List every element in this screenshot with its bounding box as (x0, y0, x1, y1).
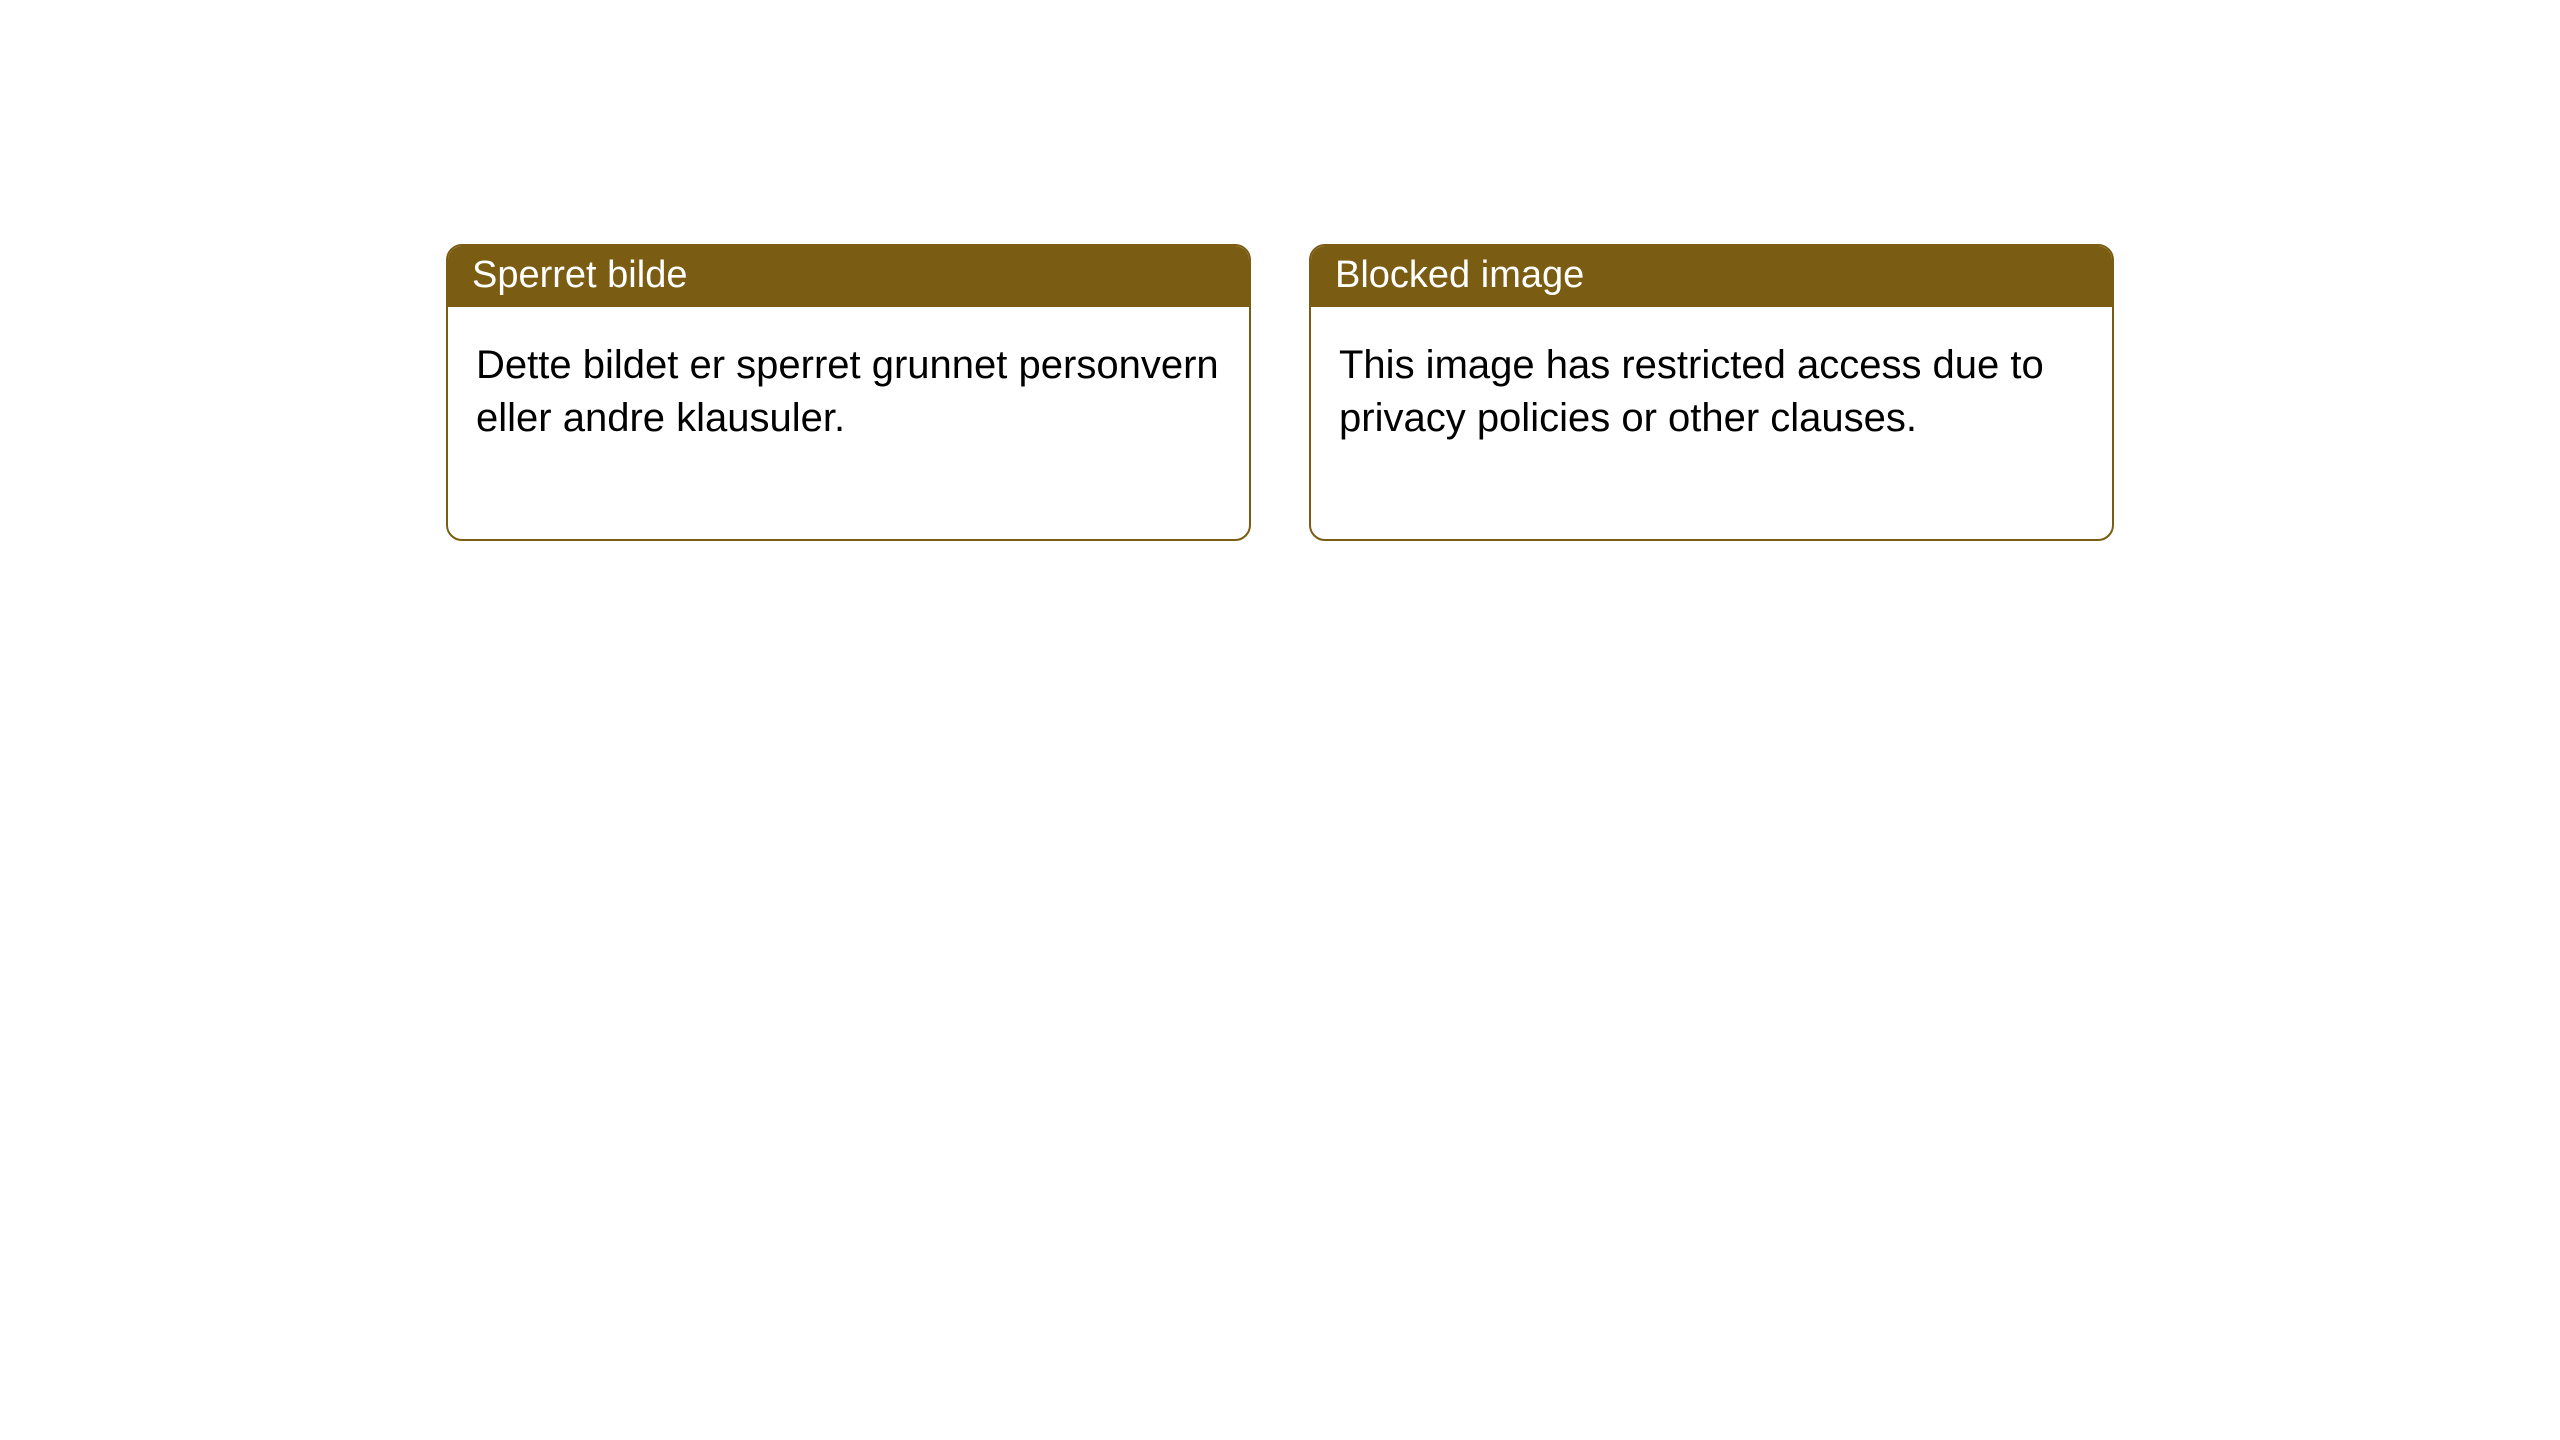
card-body: This image has restricted access due to … (1311, 307, 2112, 539)
card-header: Sperret bilde (448, 246, 1249, 307)
notice-container: Sperret bilde Dette bildet er sperret gr… (0, 244, 2560, 541)
notice-card-english: Blocked image This image has restricted … (1309, 244, 2114, 541)
notice-card-norwegian: Sperret bilde Dette bildet er sperret gr… (446, 244, 1251, 541)
card-body: Dette bildet er sperret grunnet personve… (448, 307, 1249, 539)
card-header: Blocked image (1311, 246, 2112, 307)
